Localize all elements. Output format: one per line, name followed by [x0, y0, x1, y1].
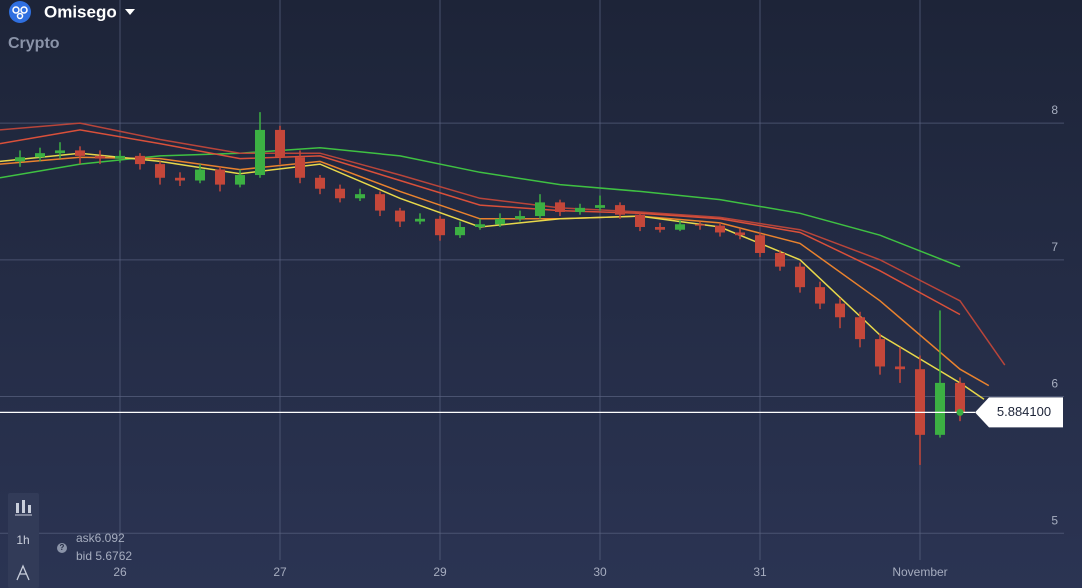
candle-body [895, 366, 905, 370]
ask-quote: ask6.092 [76, 531, 125, 545]
candle-body [55, 150, 65, 154]
x-tick-label: 31 [753, 565, 767, 579]
icon-glyph [20, 6, 28, 14]
candle-body [935, 382, 945, 435]
candle-body [955, 382, 965, 413]
candle-body [575, 207, 585, 212]
candle-body [355, 194, 365, 199]
candle-body [515, 216, 525, 219]
x-tick-label: 30 [593, 565, 607, 579]
help-glyph: ? [60, 543, 65, 552]
candle-body [375, 194, 385, 211]
candle-body [735, 232, 745, 236]
candle-body [635, 214, 645, 227]
candle-body [655, 226, 665, 230]
y-tick-label: 7 [1051, 240, 1058, 254]
candle-body [235, 175, 245, 185]
candle-body [775, 252, 785, 267]
candle-body [615, 205, 625, 215]
moving-averages [0, 122, 1006, 400]
candle-body [595, 205, 605, 208]
candle-body [295, 157, 305, 178]
candle-body [755, 235, 765, 253]
price-tag-label: 5.884100 [997, 404, 1051, 419]
grid: 5 6 7 8 26 27 29 30 31 November [0, 0, 1064, 579]
interval-button[interactable]: 1h [16, 533, 29, 547]
candle-body [75, 150, 85, 156]
candle-body [275, 129, 285, 158]
candle-body [335, 188, 345, 199]
candle-body [915, 369, 925, 435]
icon-glyph [22, 500, 25, 513]
candle-body [415, 218, 425, 222]
chart-type-button[interactable] [15, 500, 32, 516]
dropdown-arrow[interactable] [125, 9, 135, 15]
asset-category: Crypto [8, 35, 60, 52]
help-icon[interactable] [57, 543, 67, 553]
candle-body [715, 225, 725, 233]
candle-body [395, 210, 405, 222]
candle-body [455, 226, 465, 236]
candle-body [95, 155, 105, 159]
candle-body [175, 177, 185, 181]
candle-body [195, 169, 205, 181]
bid-quote: bid 5.6762 [76, 549, 132, 563]
candle-body [535, 202, 545, 217]
candle-body [135, 155, 145, 165]
indicator-button[interactable] [16, 564, 30, 581]
candle-body [675, 224, 685, 230]
candle-body [115, 155, 125, 159]
moving-average-line [0, 146, 961, 268]
candle-body [835, 303, 845, 318]
asset-icon [9, 1, 31, 23]
icon-glyph [16, 12, 24, 20]
y-tick-label: 6 [1051, 377, 1058, 391]
candle-body [795, 266, 805, 288]
x-tick-label: November [892, 565, 947, 579]
x-tick-label: 29 [433, 565, 447, 579]
icon-glyph [16, 503, 19, 513]
asset-header[interactable]: Omisego [9, 1, 135, 23]
candle-body [695, 224, 705, 226]
toolbar [8, 493, 39, 588]
candle-body [815, 287, 825, 304]
candle-body [255, 129, 265, 176]
price-line-group: 5.884100 [0, 397, 1063, 428]
moving-average-line [0, 152, 985, 400]
candle-body [875, 339, 885, 367]
candle-body [315, 177, 325, 189]
moving-average-line [0, 129, 961, 316]
x-tick-label: 26 [113, 565, 127, 579]
candle-body [15, 157, 25, 162]
y-tick-label: 5 [1051, 513, 1058, 527]
candle-body [555, 202, 565, 212]
y-tick-label: 8 [1051, 103, 1058, 117]
candle-body [475, 224, 485, 227]
icon-glyph [28, 505, 31, 513]
candle-body [855, 317, 865, 340]
candle-body [35, 153, 45, 158]
candle-body [495, 218, 505, 225]
moving-average-line [0, 122, 1006, 366]
x-tick-label: 27 [273, 565, 287, 579]
candle-body [155, 164, 165, 178]
asset-name[interactable]: Omisego [44, 2, 117, 21]
current-price-dot [956, 408, 964, 416]
candle-body [215, 169, 225, 185]
candle-body [435, 218, 445, 236]
price-tag [975, 397, 1063, 428]
candles [15, 112, 965, 465]
icon-glyph [12, 6, 20, 14]
